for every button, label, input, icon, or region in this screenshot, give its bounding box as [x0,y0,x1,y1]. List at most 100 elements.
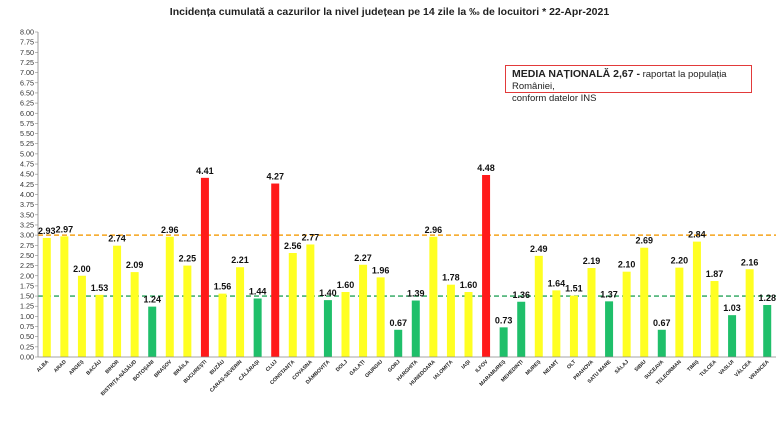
category-label: ARGEȘ [68,359,86,377]
bar-value-label: 1.56 [214,282,232,292]
bar-value-label: 2.00 [73,264,91,274]
bar [710,281,719,357]
y-tick-label: 3.75 [20,200,34,209]
bar-value-label: 1.64 [548,278,566,288]
bar [341,292,350,357]
y-tick-label: 1.25 [20,302,34,311]
category-label: SĂLAJ [613,358,630,375]
bar [95,294,104,357]
bar-value-label: 1.36 [512,290,530,300]
y-tick-label: 7.25 [20,58,34,67]
bar-value-label: 1.40 [319,288,337,298]
bar-value-label: 2.10 [618,260,636,270]
category-label: DOLJ [335,359,349,373]
bar-value-label: 1.28 [758,293,776,303]
y-tick-label: 4.75 [20,160,34,169]
bar [464,292,473,357]
bar-value-label: 1.60 [337,280,355,290]
y-tick-label: 1.50 [20,292,34,301]
bar [183,265,192,357]
bar-value-label: 1.24 [143,295,161,305]
bar-value-label: 0.73 [495,315,513,325]
bar-value-label: 2.97 [56,224,74,234]
y-tick-label: 3.50 [20,210,34,219]
bar [692,241,701,357]
bar [148,306,157,357]
category-label: ILFOV [474,359,489,374]
bar [552,290,561,357]
bars [42,175,772,357]
y-tick-label: 6.25 [20,99,34,108]
y-tick-label: 3.00 [20,231,34,240]
national-average-strong: MEDIA NAȚIONALĂ 2,67 - [512,68,640,80]
bar-value-label: 1.37 [600,289,618,299]
bar-value-label: 2.77 [302,232,320,242]
bar [359,264,368,357]
national-average-line2: conform datelor INS [512,93,597,104]
y-tick-label: 0.50 [20,332,34,341]
bar [605,301,614,357]
bar [534,255,543,357]
bar [323,300,332,357]
national-average-box: MEDIA NAȚIONALĂ 2,67 - raportat la popul… [505,65,752,104]
bar-value-label: 1.03 [723,303,741,313]
bar [130,272,139,357]
bar [587,268,596,357]
category-label: ARAD [53,359,68,374]
y-tick-label: 7.00 [20,68,34,77]
y-tick-label: 0.00 [20,353,34,362]
bar [517,301,526,357]
bar-value-label: 4.48 [477,163,495,173]
category-label: IAȘI [461,359,473,371]
y-tick-label: 6.75 [20,78,34,87]
bar-value-label: 2.20 [671,256,689,266]
y-tick-label: 0.75 [20,322,34,331]
bar [306,244,315,357]
bar-value-label: 2.56 [284,241,302,251]
y-tick-label: 2.00 [20,271,34,280]
y-tick-label: 6.50 [20,88,34,97]
bar-value-label: 2.25 [179,254,197,264]
y-tick-label: 2.75 [20,241,34,250]
bar-value-label: 2.16 [741,257,759,267]
bar-value-label: 4.27 [266,172,284,182]
bar [165,236,174,357]
bar-value-label: 1.87 [706,269,724,279]
bar [376,277,385,357]
y-tick-label: 4.50 [20,170,34,179]
category-label: NEAMȚ [542,359,560,377]
bar-value-label: 2.49 [530,244,548,254]
bar [236,267,245,357]
y-tick-label: 2.50 [20,251,34,260]
threshold-lines [38,234,776,297]
bar [675,267,684,357]
category-label: TULCEA [699,359,718,378]
bar [657,329,666,357]
bar [60,236,69,357]
category-label: TIMIȘ [686,359,700,373]
bar [411,300,420,357]
bar [42,237,51,357]
bar-value-label: 0.67 [653,318,671,328]
bar-value-label: 2.96 [425,225,443,235]
y-tick-label: 7.50 [20,48,34,57]
bar-value-label: 4.41 [196,166,214,176]
y-tick-label: 6.00 [20,109,34,118]
category-label: SIBIU [634,359,648,373]
y-tick-label: 4.00 [20,190,34,199]
national-average-rest: raportat la populația României, [512,69,727,92]
bar [429,236,438,357]
y-tick-label: 5.50 [20,129,34,138]
bar-value-label: 1.44 [249,287,267,297]
category-label: BACĂU [85,358,103,376]
bar [271,183,280,357]
bar [288,253,297,357]
category-label: GIURGIU [364,359,384,379]
bar-value-label: 2.84 [688,230,706,240]
y-tick-label: 2.25 [20,261,34,270]
bar [253,298,262,357]
bar-value-label: 1.51 [565,284,583,294]
category-label: IALOMIȚA [432,359,454,381]
y-tick-label: 4.25 [20,180,34,189]
